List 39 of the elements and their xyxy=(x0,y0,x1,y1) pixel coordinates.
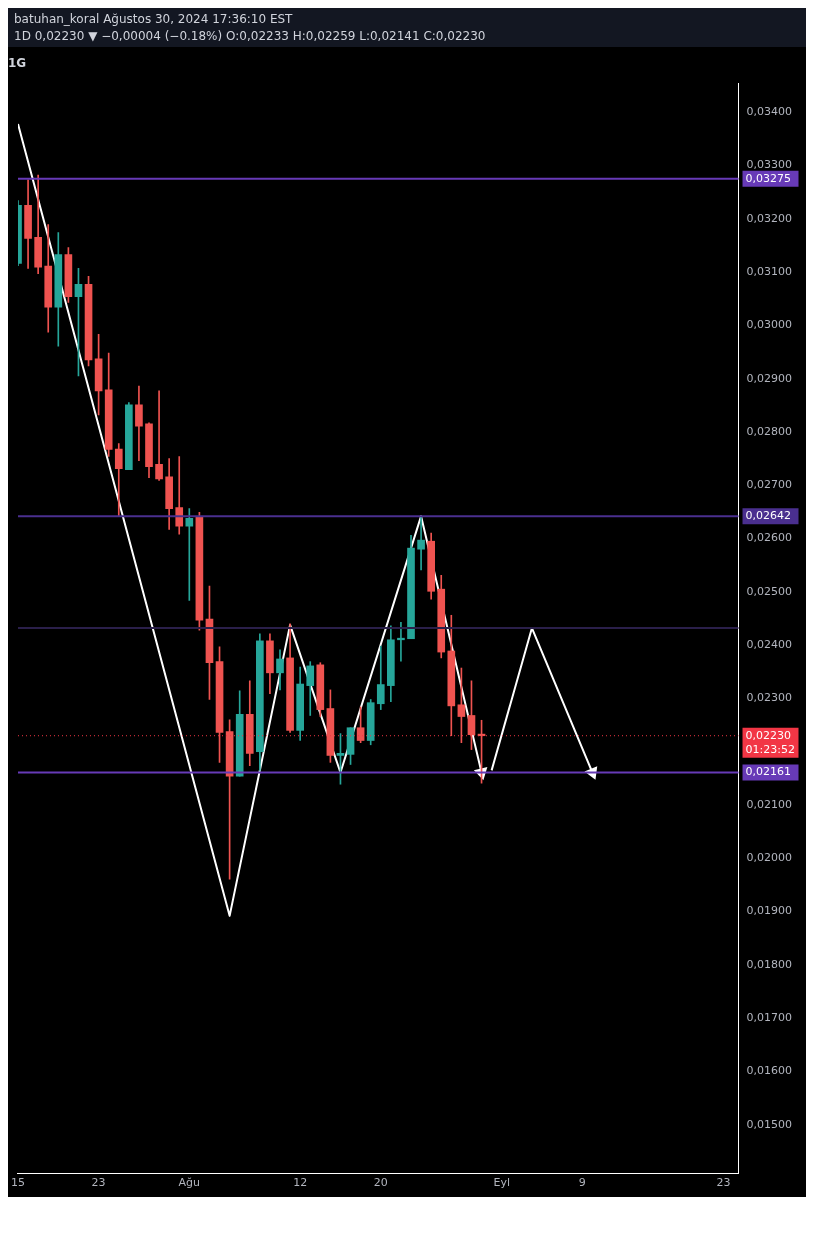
y-tick-label: 0,02300 xyxy=(746,691,793,705)
candlestick xyxy=(397,621,405,662)
chart-title: 1G xyxy=(8,56,27,71)
y-tick-label: 0,02800 xyxy=(746,424,793,438)
y-tick-label: 0,01500 xyxy=(746,1117,793,1131)
candlestick xyxy=(155,390,163,481)
chart-subtitle: batuhan_koral Ağustos 30, 2024 17:36:10 EST xyxy=(14,12,294,26)
y-tick-label: 0,03400 xyxy=(746,105,793,119)
candlestick xyxy=(175,456,184,535)
y-tick-label: 0,03100 xyxy=(746,264,793,278)
x-tick-label: 20 xyxy=(373,1176,388,1190)
y-tick-label: 0,03200 xyxy=(746,211,793,225)
y-tick-label: 0,02600 xyxy=(746,531,793,545)
ref-line-label: 0,02230 01:23:52 xyxy=(745,728,795,756)
candlestick xyxy=(417,516,425,571)
y-tick-label: 0,02700 xyxy=(746,478,793,492)
x-tick-label: Eyl xyxy=(493,1176,510,1190)
y-tick-label: 0,02900 xyxy=(746,371,793,385)
y-tick-label: 0,01900 xyxy=(746,904,793,918)
candlestick xyxy=(185,508,194,601)
text: 1D 0,02230 ▼ −0,00004 (−0.18%) O:0,02233 H:0,02259 L:0,02141 C:0,02230 xyxy=(14,29,487,43)
x-tick-label: 15 xyxy=(11,1176,25,1190)
y-tick-label: 0,02500 xyxy=(746,584,793,598)
x-tick-label: 9 xyxy=(578,1176,586,1190)
y-tick-label: 0,02000 xyxy=(746,851,793,865)
y-tick-label: 0,02100 xyxy=(746,797,793,811)
x-tick-label: Ağu xyxy=(178,1176,201,1190)
x-tick-label: 23 xyxy=(716,1176,731,1190)
ref-line-label: 0,02161 xyxy=(745,765,792,779)
y-tick-label: 0,03000 xyxy=(746,318,793,332)
x-tick-label: 12 xyxy=(293,1176,308,1190)
ref-line-label: 0,03275 xyxy=(745,171,792,185)
ref-line-label: 0,02642 xyxy=(745,509,792,523)
y-tick-label: 0,02400 xyxy=(746,637,793,651)
y-tick-label: 0,01700 xyxy=(746,1011,793,1025)
y-tick-label: 0,01800 xyxy=(746,957,793,971)
y-tick-label: 0,01600 xyxy=(746,1064,793,1078)
y-tick-label: 0,03300 xyxy=(746,158,793,172)
x-tick-label: 23 xyxy=(91,1176,106,1190)
